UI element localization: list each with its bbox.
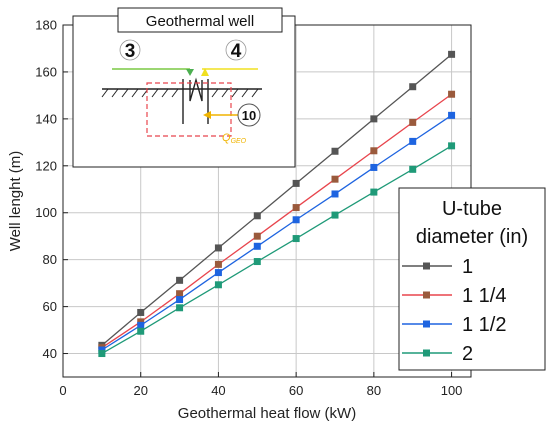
data-point: [292, 204, 300, 212]
inset-outlet-arrow: [201, 68, 209, 76]
y-tick-label: 160: [35, 64, 57, 79]
legend-label: 1 1/4: [462, 285, 506, 307]
data-point: [292, 235, 300, 243]
inset-frame: [72, 15, 296, 168]
inset-well-boundary: [146, 82, 232, 137]
legend-title-line-1: U-tube: [442, 198, 502, 220]
y-tick-label: 80: [43, 252, 57, 267]
x-axis-label: Geothermal heat flow (kW): [178, 405, 356, 422]
data-point: [214, 269, 222, 277]
x-tick-label: 80: [367, 383, 381, 398]
legend-item-3: 1 1/2: [402, 314, 506, 336]
data-point: [448, 111, 456, 119]
inset-heat-label: QGEO: [222, 132, 247, 145]
data-point: [176, 276, 184, 284]
inset-node-10-circle: [237, 103, 261, 127]
y-axis-label: Well lenght (m): [7, 151, 24, 252]
series-line: [101, 93, 452, 349]
data-point: [214, 260, 222, 268]
inset-point-3-circle: [119, 39, 141, 61]
data-point: [370, 163, 378, 171]
y-tick-label: 60: [43, 299, 57, 314]
data-point: [176, 290, 184, 298]
data-point: [253, 212, 261, 220]
data-point: [370, 188, 378, 196]
x-tick-label: 40: [211, 383, 225, 398]
data-point: [137, 308, 145, 316]
data-point: [253, 232, 261, 240]
legend-label: 1: [462, 256, 473, 278]
x-tick-label: 100: [441, 383, 463, 398]
inset-point-3-label: 3: [125, 41, 136, 62]
series-line: [101, 53, 452, 346]
data-point: [292, 179, 300, 187]
data-point: [370, 115, 378, 123]
legend-swatch-marker: [423, 262, 430, 270]
legend: U-tube diameter (in) 1 1 1/4 1 1/2 2: [398, 187, 546, 371]
data-point: [409, 137, 417, 145]
data-point: [253, 258, 261, 266]
data-point: [214, 244, 222, 252]
series-layer: [98, 50, 456, 358]
x-tick-label: 60: [289, 383, 303, 398]
y-tick-label: 100: [35, 205, 57, 220]
inset-ground-hatch: [101, 88, 259, 98]
legend-swatch-marker: [423, 349, 430, 357]
data-point: [137, 327, 145, 335]
x-tick-label: 0: [59, 383, 66, 398]
legend-swatch-marker: [423, 291, 430, 299]
data-point: [370, 147, 378, 155]
inset-point-4-label: 4: [231, 41, 242, 62]
data-point: [214, 281, 222, 289]
data-point: [331, 211, 339, 219]
legend-box: [398, 187, 546, 371]
data-point: [292, 216, 300, 224]
y-tick-label: 40: [43, 346, 57, 361]
legend-item-2: 1 1/4: [402, 285, 506, 307]
series-line: [101, 114, 452, 351]
data-point: [409, 165, 417, 173]
data-point: [98, 346, 106, 354]
inset-point-4-circle: [225, 39, 247, 61]
data-point: [253, 242, 261, 250]
inset-heat-symbol: Q: [222, 132, 231, 144]
y-tick-label: 120: [35, 158, 57, 173]
inset-heat-subscript: GEO: [231, 138, 247, 145]
y-tick-label: 140: [35, 111, 57, 126]
inset-title-box: [117, 7, 283, 33]
series-4: [98, 142, 456, 358]
series-2: [98, 90, 456, 352]
data-point: [176, 304, 184, 312]
inset-diagram: Geothermal well 3 4 10 QGEO: [72, 7, 296, 168]
data-point: [331, 175, 339, 183]
data-point: [176, 296, 184, 304]
data-point: [98, 350, 106, 358]
inset-inlet-arrow: [186, 69, 194, 76]
data-point: [137, 321, 145, 329]
legend-title-line-2: diameter (in): [416, 226, 528, 248]
legend-label: 2: [462, 343, 473, 365]
y-tick-label: 180: [35, 18, 57, 33]
legend-swatch-marker: [423, 320, 430, 328]
inset-heat-arrow-head: [203, 111, 211, 119]
legend-label: 1 1/2: [462, 314, 506, 336]
data-point: [409, 83, 417, 91]
series-line: [101, 145, 452, 355]
data-point: [137, 318, 145, 326]
legend-item-4: 2: [402, 343, 473, 365]
data-point: [448, 90, 456, 98]
series-3: [98, 111, 456, 354]
legend-item-1: 1: [402, 256, 473, 278]
data-point: [448, 50, 456, 58]
data-point: [331, 147, 339, 155]
inset-node-10-label: 10: [242, 108, 256, 123]
data-point: [448, 142, 456, 150]
x-tick-label: 20: [133, 383, 147, 398]
inset-title: Geothermal well: [146, 13, 254, 30]
legend-items: 1 1 1/4 1 1/2 2: [402, 256, 506, 365]
axis-ticks: 0 20 40 60 80 100 40 60 80 100 120 140 160 180: [35, 18, 462, 399]
data-point: [331, 190, 339, 198]
data-point: [409, 118, 417, 126]
